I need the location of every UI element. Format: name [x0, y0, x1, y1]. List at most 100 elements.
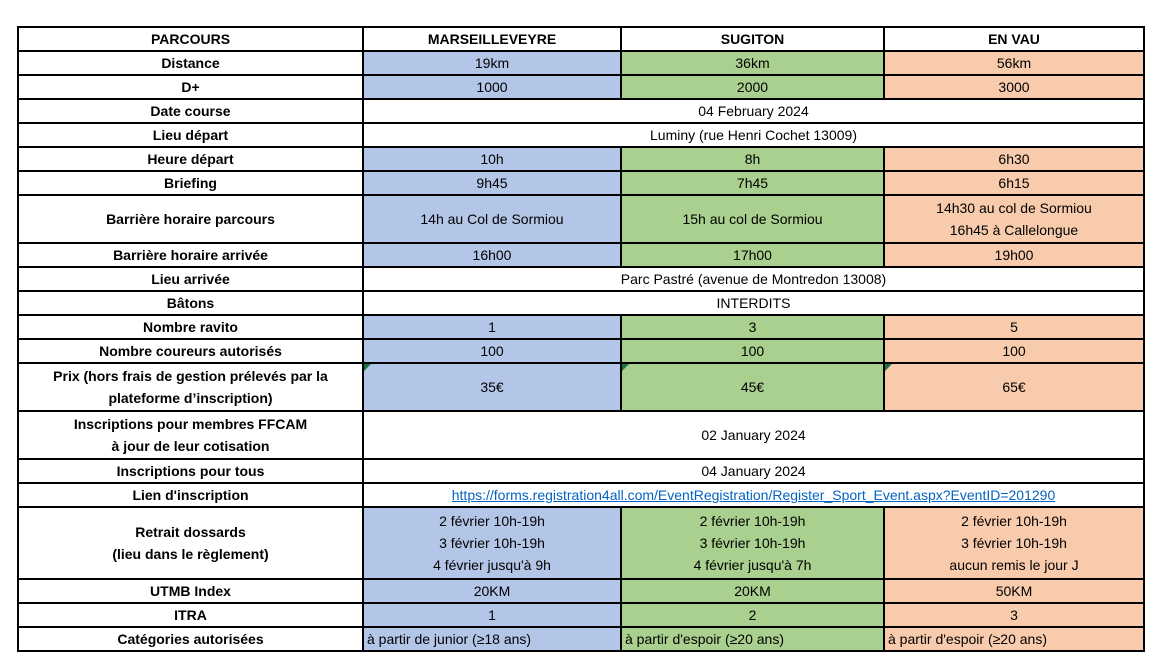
cell-text: 14h au Col de Sormiou [420, 211, 564, 227]
cell-text: 3 [748, 319, 757, 335]
value-cell: 6h15 [883, 170, 1145, 196]
value-cell: 65€ [883, 362, 1145, 412]
column-header-marseilleveyre: MARSEILLEVEYRE [362, 26, 622, 52]
value-cell: 35€ [362, 362, 622, 412]
row-label: Lieu arrivée [17, 266, 364, 292]
cell-text: 2 [748, 607, 757, 623]
table-header: PARCOURS MARSEILLEVEYRE SUGITON EN VAU [17, 26, 1145, 52]
value-cell: 45€ [620, 362, 885, 412]
table-row: Lieu départ Luminy (rue Henri Cochet 1300… [17, 122, 1145, 148]
value-cell: à partir d'espoir (≥20 ans) [620, 626, 885, 652]
cell-text: 45€ [740, 379, 765, 395]
value-cell: 10h [362, 146, 622, 172]
cell-text: 10h [480, 151, 504, 167]
cell-text: 100 [480, 343, 504, 359]
row-label: Distance [17, 50, 364, 76]
cell-text: 56km [996, 55, 1032, 71]
cell-text: 1 [488, 607, 496, 623]
value-cell: 3 [620, 314, 885, 340]
column-header-sugiton: SUGITON [620, 26, 885, 52]
row-label: Lien d'inscription [17, 482, 364, 508]
value-cell: 17h00 [620, 242, 885, 268]
table-row: Inscriptions pour tous 04 January 2024 [17, 458, 1145, 484]
cell-text: 8h [744, 151, 761, 167]
row-label: UTMB Index [17, 578, 364, 604]
value-cell: 2 février 10h-19h 3 février 10h-19h 4 fé… [620, 506, 885, 580]
cell-text: 100 [740, 343, 765, 359]
value-cell: 15h au col de Sormiou [620, 194, 885, 244]
comment-indicator-icon [623, 365, 629, 371]
table-row: Barrière horaire parcours 14h au Col de S… [17, 194, 1145, 244]
table-row: Lieu arrivée Parc Pastré (avenue de Montr… [17, 266, 1145, 292]
row-label: ITRA [17, 602, 364, 628]
cell-text: 9h45 [476, 175, 508, 191]
merged-value-cell: INTERDITS [362, 290, 1145, 316]
row-label: D+ [17, 74, 364, 100]
cell-text: 19km [474, 55, 510, 71]
value-cell: 1 [362, 602, 622, 628]
cell-text: 16h00 [472, 247, 512, 263]
value-cell: 3000 [883, 74, 1145, 100]
merged-value-cell: 04 January 2024 [362, 458, 1145, 484]
row-label: Briefing [17, 170, 364, 196]
value-cell: 56km [883, 50, 1145, 76]
cell-text: 19h00 [994, 247, 1034, 263]
value-cell: 16h00 [362, 242, 622, 268]
row-label: Barrière horaire arrivée [17, 242, 364, 268]
registration-link[interactable]: https://forms.registration4all.com/Event… [451, 487, 1056, 503]
cell-text: 35€ [480, 379, 504, 395]
table-row: Lien d'inscription https://forms.registra… [17, 482, 1145, 508]
table-row: Prix (hors frais de gestion prélevés par… [17, 362, 1145, 412]
value-cell: 2 février 10h-19h 3 février 10h-19h aucu… [883, 506, 1145, 580]
table-row: Barrière horaire arrivée 16h00 17h00 19h00 [17, 242, 1145, 268]
table-row: Catégories autorisées à partir de junior … [17, 626, 1145, 652]
value-cell: 20KM [620, 578, 885, 604]
cell-text: 20KM [473, 583, 511, 599]
value-cell: 2 [620, 602, 885, 628]
cell-text: 6h30 [998, 151, 1030, 167]
table-body: Distance 19km 36km 56km D+ 1000 2000 3000 Date c… [17, 50, 1145, 652]
comment-indicator-icon [365, 365, 371, 371]
cell-text: 7h45 [736, 175, 769, 191]
table-row: Heure départ 10h 8h 6h30 [17, 146, 1145, 172]
value-cell: à partir de junior (≥18 ans) [362, 626, 622, 652]
row-label: Catégories autorisées [17, 626, 364, 652]
value-cell: 7h45 [620, 170, 885, 196]
merged-value-cell: Luminy (rue Henri Cochet 13009) [362, 122, 1145, 148]
value-cell: 14h30 au col de Sormiou 16h45 à Callelon… [883, 194, 1145, 244]
table-row: Bâtons INTERDITS [17, 290, 1145, 316]
row-label: Lieu départ [17, 122, 364, 148]
race-comparison-table: PARCOURS MARSEILLEVEYRE SUGITON EN VAU Dist… [17, 26, 1145, 652]
value-cell: 6h30 [883, 146, 1145, 172]
row-label: Nombre ravito [17, 314, 364, 340]
row-label: Bâtons [17, 290, 364, 316]
cell-text: 20KM [734, 583, 771, 599]
cell-text: 3000 [998, 79, 1030, 95]
column-header-en-vau: EN VAU [883, 26, 1145, 52]
cell-text: 6h15 [998, 175, 1030, 191]
comment-indicator-icon [886, 365, 892, 371]
cell-text: 36km [735, 55, 770, 71]
cell-text: à partir d'espoir (≥20 ans) [888, 631, 1047, 647]
cell-text: 3 [1010, 607, 1018, 623]
merged-value-cell: 02 January 2024 [362, 410, 1145, 460]
cell-text: 5 [1010, 319, 1018, 335]
cell-text: 2 février 10h-19h 3 février 10h-19h 4 fé… [433, 513, 551, 573]
value-cell: à partir d'espoir (≥20 ans) [883, 626, 1145, 652]
row-label: Date course [17, 98, 364, 124]
cell-text: 14h30 au col de Sormiou 16h45 à Callelon… [936, 200, 1092, 238]
table-row: Date course 04 February 2024 [17, 98, 1145, 124]
value-cell: 8h [620, 146, 885, 172]
value-cell: 3 [883, 602, 1145, 628]
cell-text: 17h00 [733, 247, 772, 263]
row-label: Inscriptions pour tous [17, 458, 364, 484]
table-row: D+ 1000 2000 3000 [17, 74, 1145, 100]
table-row: UTMB Index 20KM 20KM 50KM [17, 578, 1145, 604]
cell-text: à partir de junior (≥18 ans) [367, 631, 532, 647]
cell-text: 1 [488, 319, 496, 335]
value-cell: 2 février 10h-19h 3 février 10h-19h 4 fé… [362, 506, 622, 580]
row-label: Retrait dossards (lieu dans le règlement… [17, 506, 364, 580]
row-label: Nombre coureurs autorisés [17, 338, 364, 364]
cell-text: 1000 [476, 79, 508, 95]
value-cell: 50KM [883, 578, 1145, 604]
